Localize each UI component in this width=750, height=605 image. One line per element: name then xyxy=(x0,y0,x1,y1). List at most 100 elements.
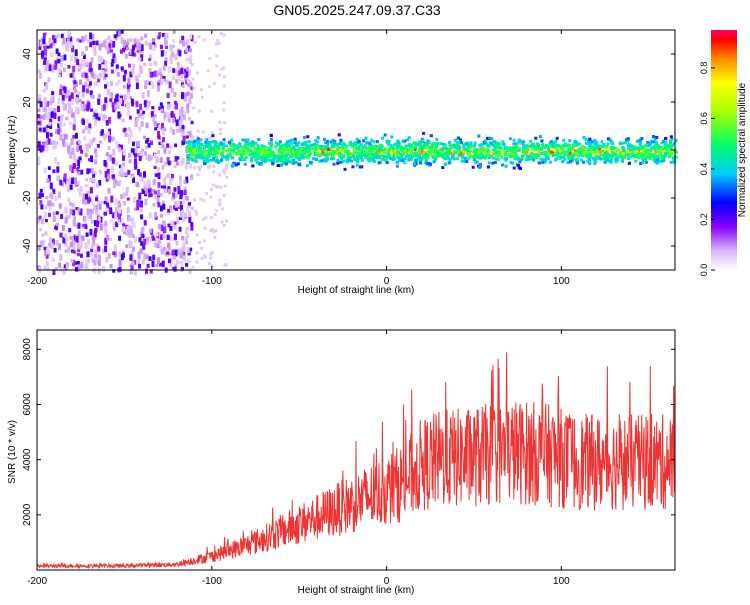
spectrogram-cell xyxy=(94,158,98,165)
spectrogram-cell xyxy=(223,155,226,159)
spectrogram-cell xyxy=(423,143,427,147)
spectrogram-cell xyxy=(384,159,388,162)
spectrogram-cell xyxy=(284,157,288,161)
spectrogram-cell xyxy=(189,92,193,99)
spectrogram-cell xyxy=(77,171,81,176)
spectrogram-cell xyxy=(91,256,95,262)
spectrogram-cell xyxy=(158,67,162,73)
spectrogram-cell xyxy=(89,228,93,236)
spectrogram-cell xyxy=(287,160,291,164)
spectrogram-cell xyxy=(202,239,206,243)
spectrogram-cell xyxy=(434,142,438,146)
spectrogram-cell xyxy=(45,83,49,90)
spectrogram-cell xyxy=(316,151,320,155)
spectrogram-cell xyxy=(345,160,349,164)
spectrogram-cell xyxy=(319,148,323,152)
spectrogram-cell xyxy=(89,32,93,40)
spectrogram-cell xyxy=(381,157,385,161)
spectrogram-cell xyxy=(123,127,127,132)
spectrogram-cell xyxy=(197,165,201,169)
spectrogram-cell xyxy=(194,141,198,145)
spectrogram-cell xyxy=(598,150,602,154)
spectrogram-cell xyxy=(222,101,226,105)
spectrogram-cell xyxy=(43,211,47,219)
spectrogram-xlabel: Height of straight line (km) xyxy=(298,285,415,296)
spectrogram-cell xyxy=(641,151,645,155)
spectrogram-cell xyxy=(172,192,176,200)
spectrogram-cell xyxy=(143,181,147,187)
spectrogram-cell xyxy=(547,147,551,151)
spectrogram-cell xyxy=(215,145,219,148)
spectrogram-cell xyxy=(510,151,514,155)
spectrogram-cell xyxy=(69,236,73,240)
spectrogram-cell xyxy=(143,135,146,140)
spectrogram-cell xyxy=(114,179,118,186)
snr-ytick-label: 8000 xyxy=(22,338,33,361)
spectrogram-cell xyxy=(196,173,200,177)
spectrogram-cell xyxy=(157,81,161,86)
spectrogram-cell xyxy=(79,39,83,43)
spectrogram-cell xyxy=(307,147,311,151)
spectrogram-cell xyxy=(206,69,210,73)
spectrogram-cell xyxy=(114,106,118,110)
spectrogram-cell xyxy=(186,233,190,239)
spectrogram-cell xyxy=(239,145,243,149)
spectrogram-cell xyxy=(283,151,287,155)
spectrogram-cell xyxy=(639,138,643,142)
spectrogram-cell xyxy=(670,137,674,141)
spectrogram-cell xyxy=(274,154,278,158)
spectrogram-cell xyxy=(401,139,405,143)
spectrogram-cell xyxy=(81,51,85,56)
spectrogram-cell xyxy=(200,256,204,260)
spectrogram-cell xyxy=(588,161,592,165)
spectrogram-cell xyxy=(154,242,158,248)
spectrogram-cell xyxy=(471,165,475,169)
spectrogram-cell xyxy=(49,43,53,49)
spectrogram-cell xyxy=(77,222,81,229)
spectrogram-cell xyxy=(403,157,407,161)
spectrogram-cell xyxy=(115,95,119,102)
spectrogram-cell xyxy=(213,236,217,239)
spectrogram-cell xyxy=(375,147,379,151)
spectrogram-cell xyxy=(103,211,107,216)
spectrogram-cell xyxy=(495,141,499,145)
spectrogram-cell xyxy=(669,151,673,155)
spectrogram-cell xyxy=(242,149,246,153)
spectrogram-cell xyxy=(609,160,613,164)
spectrogram-cell xyxy=(39,227,43,232)
spectrogram-cell xyxy=(120,218,124,225)
spectrogram-cell xyxy=(47,77,51,83)
spectrogram-cell xyxy=(120,194,123,199)
spectrogram-cell xyxy=(666,145,670,149)
spectrogram-cell xyxy=(478,163,482,167)
spectrogram-cell xyxy=(466,152,470,156)
spectrogram-cell xyxy=(69,142,73,149)
spectrogram-cell xyxy=(84,183,88,188)
spectrogram-cell xyxy=(466,144,470,147)
spectrogram-cell xyxy=(196,153,200,157)
spectrogram-cell xyxy=(451,156,454,160)
spectrogram-cell xyxy=(140,214,144,220)
spectrogram-cell xyxy=(540,139,544,143)
spectrogram-cell xyxy=(167,223,171,228)
spectrogram-cell xyxy=(288,139,292,143)
spectrogram-cell xyxy=(471,152,474,155)
spectrogram-cell xyxy=(228,152,232,155)
spectrogram-cell xyxy=(262,151,266,155)
spectrogram-cell xyxy=(189,247,193,252)
spectrogram-cell xyxy=(113,34,117,39)
spectrogram-cell xyxy=(396,140,400,144)
spectrogram-cell xyxy=(457,153,461,157)
spectrogram-cell xyxy=(39,149,43,153)
spectrogram-cell xyxy=(187,117,191,121)
spectrogram-cell xyxy=(341,146,345,150)
spectrogram-cell xyxy=(80,186,83,192)
spectrogram-cell xyxy=(297,141,301,145)
spectrogram-cell xyxy=(657,146,661,150)
spectrogram-cell xyxy=(228,154,232,157)
spectrogram-cell xyxy=(182,114,186,121)
spectrogram-cell xyxy=(443,162,447,166)
spectrogram-cell xyxy=(176,156,180,160)
spectrogram-cell xyxy=(411,146,415,150)
spectrogram-cell xyxy=(147,184,151,189)
